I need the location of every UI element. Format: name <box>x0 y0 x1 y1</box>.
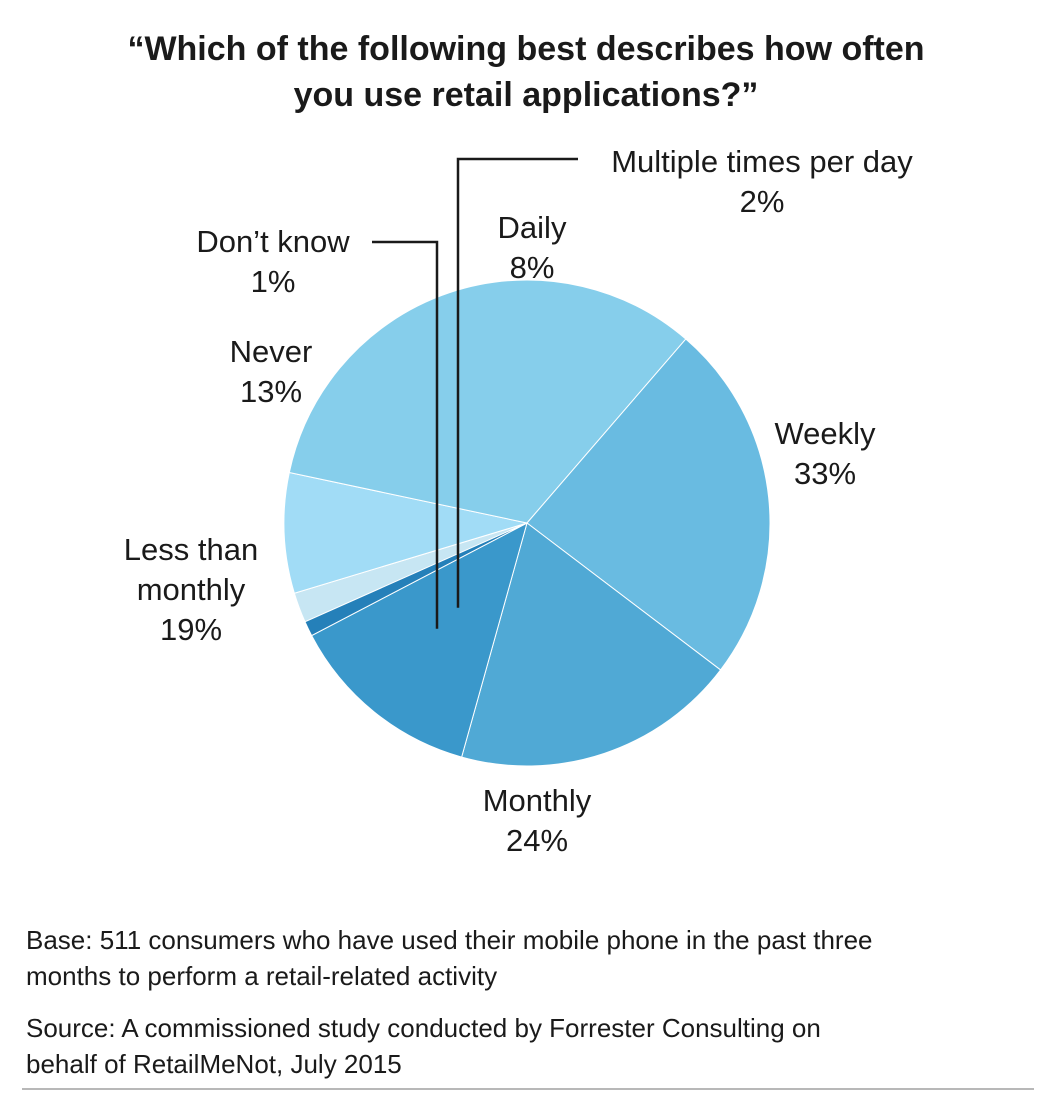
slice-label-name-monthly: Monthly <box>483 783 592 818</box>
source-note: Source: A commissioned study conducted b… <box>26 1010 1036 1082</box>
slice-label-less-than-monthly: Less than monthly 19% <box>124 532 258 647</box>
slice-label-value-less-than-monthly: 19% <box>160 612 222 647</box>
slice-label-name-weekly: Weekly <box>774 416 876 451</box>
chart-title-line-2: you use retail applications?” <box>293 76 759 114</box>
slice-label-value-weekly: 33% <box>794 456 856 491</box>
slice-label-value-dont-know: 1% <box>251 264 296 299</box>
bottom-divider <box>22 1088 1034 1090</box>
slice-label-name-multiple-times-per-day: Multiple times per day <box>611 144 913 179</box>
leader-lines <box>372 157 578 629</box>
slice-label-value-never: 13% <box>240 374 302 409</box>
base-note-line-1: Base: 511 consumers who have used their … <box>26 925 873 955</box>
chart-title-line-1: “Which of the following best describes h… <box>127 30 925 68</box>
pie-slice-never <box>310 522 528 758</box>
leader-line-multiple-times-per-day <box>456 157 578 608</box>
pie-slice-daily <box>283 471 528 594</box>
slice-label-value-daily: 8% <box>510 250 555 285</box>
slice-label-value-monthly: 24% <box>506 823 568 858</box>
slice-label-name-dont-know: Don’t know <box>196 224 350 259</box>
pie-slice-less-than-monthly <box>461 522 722 767</box>
slice-label-weekly: Weekly 33% <box>774 416 876 491</box>
slice-label-name-less-than-monthly: monthly <box>137 572 246 607</box>
slice-labels: Multiple times per day 2% Daily 8% Weekly 33%… <box>124 144 913 858</box>
pie-slice-dont-know <box>304 522 528 637</box>
slice-label-name-never: Never <box>230 334 313 369</box>
base-note: Base: 511 consumers who have used their … <box>26 922 1036 994</box>
pie-slices <box>283 279 771 767</box>
slice-label-never: Never 13% <box>230 334 313 409</box>
base-note-line-2: months to perform a retail-related activ… <box>26 961 498 991</box>
slice-label-multiple-times-per-day: Multiple times per day 2% <box>611 144 913 219</box>
slice-label-value-multiple-times-per-day: 2% <box>740 184 785 219</box>
pie-slice-weekly <box>288 279 687 524</box>
slice-label-name-daily: Daily <box>498 210 567 245</box>
chart-title: “Which of the following best describes h… <box>0 26 1052 118</box>
source-note-line-1: Source: A commissioned study conducted b… <box>26 1013 821 1043</box>
source-note-line-2: behalf of RetailMeNot, July 2015 <box>26 1049 402 1079</box>
leader-line-dont-know <box>372 240 439 629</box>
slice-label-dont-know: Don’t know 1% <box>196 224 350 299</box>
pie-slice-monthly <box>526 338 771 671</box>
slice-label-monthly: Monthly 24% <box>483 783 592 858</box>
slice-label-name-less-than-monthly: Less than <box>124 532 258 567</box>
slice-label-daily: Daily 8% <box>498 210 567 285</box>
